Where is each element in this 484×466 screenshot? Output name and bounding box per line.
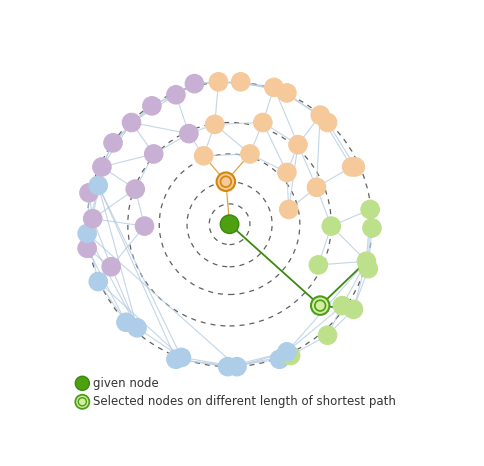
- Circle shape: [346, 158, 364, 176]
- Circle shape: [117, 313, 135, 331]
- Circle shape: [89, 176, 107, 195]
- Circle shape: [180, 124, 198, 143]
- Circle shape: [359, 260, 378, 278]
- Circle shape: [92, 158, 111, 176]
- Circle shape: [315, 300, 326, 311]
- Circle shape: [89, 272, 107, 291]
- Circle shape: [144, 145, 163, 163]
- Circle shape: [102, 258, 121, 276]
- Circle shape: [78, 397, 87, 406]
- Circle shape: [333, 296, 352, 315]
- Text: given node: given node: [93, 377, 159, 390]
- Circle shape: [143, 96, 161, 115]
- Circle shape: [231, 73, 250, 91]
- Circle shape: [318, 326, 337, 344]
- Circle shape: [318, 113, 337, 132]
- Circle shape: [209, 73, 227, 91]
- Circle shape: [217, 172, 235, 191]
- Circle shape: [344, 300, 363, 319]
- Circle shape: [254, 113, 272, 132]
- Circle shape: [279, 200, 298, 219]
- Circle shape: [265, 78, 283, 96]
- Circle shape: [221, 176, 231, 187]
- Circle shape: [278, 343, 296, 361]
- Circle shape: [195, 146, 213, 165]
- Circle shape: [206, 115, 224, 134]
- Circle shape: [185, 75, 204, 93]
- Circle shape: [361, 200, 379, 219]
- Circle shape: [227, 357, 246, 376]
- Circle shape: [218, 357, 237, 376]
- Circle shape: [311, 106, 330, 124]
- Circle shape: [78, 239, 96, 258]
- Circle shape: [311, 296, 330, 315]
- Circle shape: [78, 224, 96, 243]
- Circle shape: [342, 158, 361, 176]
- Circle shape: [220, 215, 239, 233]
- Circle shape: [166, 350, 185, 369]
- Circle shape: [322, 217, 341, 235]
- Circle shape: [122, 113, 141, 132]
- Circle shape: [307, 178, 326, 197]
- Circle shape: [80, 184, 98, 202]
- Circle shape: [309, 256, 328, 274]
- Circle shape: [166, 86, 185, 104]
- Circle shape: [281, 346, 300, 365]
- Circle shape: [241, 145, 259, 163]
- Circle shape: [289, 136, 307, 154]
- Text: Selected nodes on different length of shortest path: Selected nodes on different length of sh…: [93, 395, 396, 408]
- Circle shape: [76, 395, 90, 409]
- Circle shape: [278, 163, 296, 182]
- Circle shape: [172, 348, 191, 367]
- Circle shape: [76, 376, 90, 391]
- Circle shape: [135, 217, 154, 235]
- Circle shape: [83, 209, 102, 228]
- Circle shape: [278, 84, 296, 102]
- Circle shape: [363, 219, 381, 237]
- Circle shape: [270, 350, 289, 369]
- Circle shape: [126, 180, 144, 199]
- Circle shape: [128, 319, 146, 337]
- Circle shape: [104, 134, 122, 152]
- Circle shape: [357, 252, 376, 270]
